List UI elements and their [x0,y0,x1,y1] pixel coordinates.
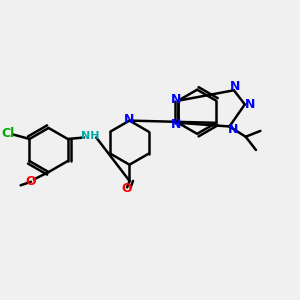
Text: N: N [245,98,255,111]
Text: NH: NH [81,131,100,141]
Text: O: O [26,175,36,188]
Text: O: O [122,182,132,195]
Text: N: N [170,93,181,106]
Text: N: N [124,112,135,126]
Text: Cl: Cl [2,127,15,140]
Text: N: N [230,80,241,93]
Text: N: N [170,118,181,131]
Text: N: N [228,124,238,136]
